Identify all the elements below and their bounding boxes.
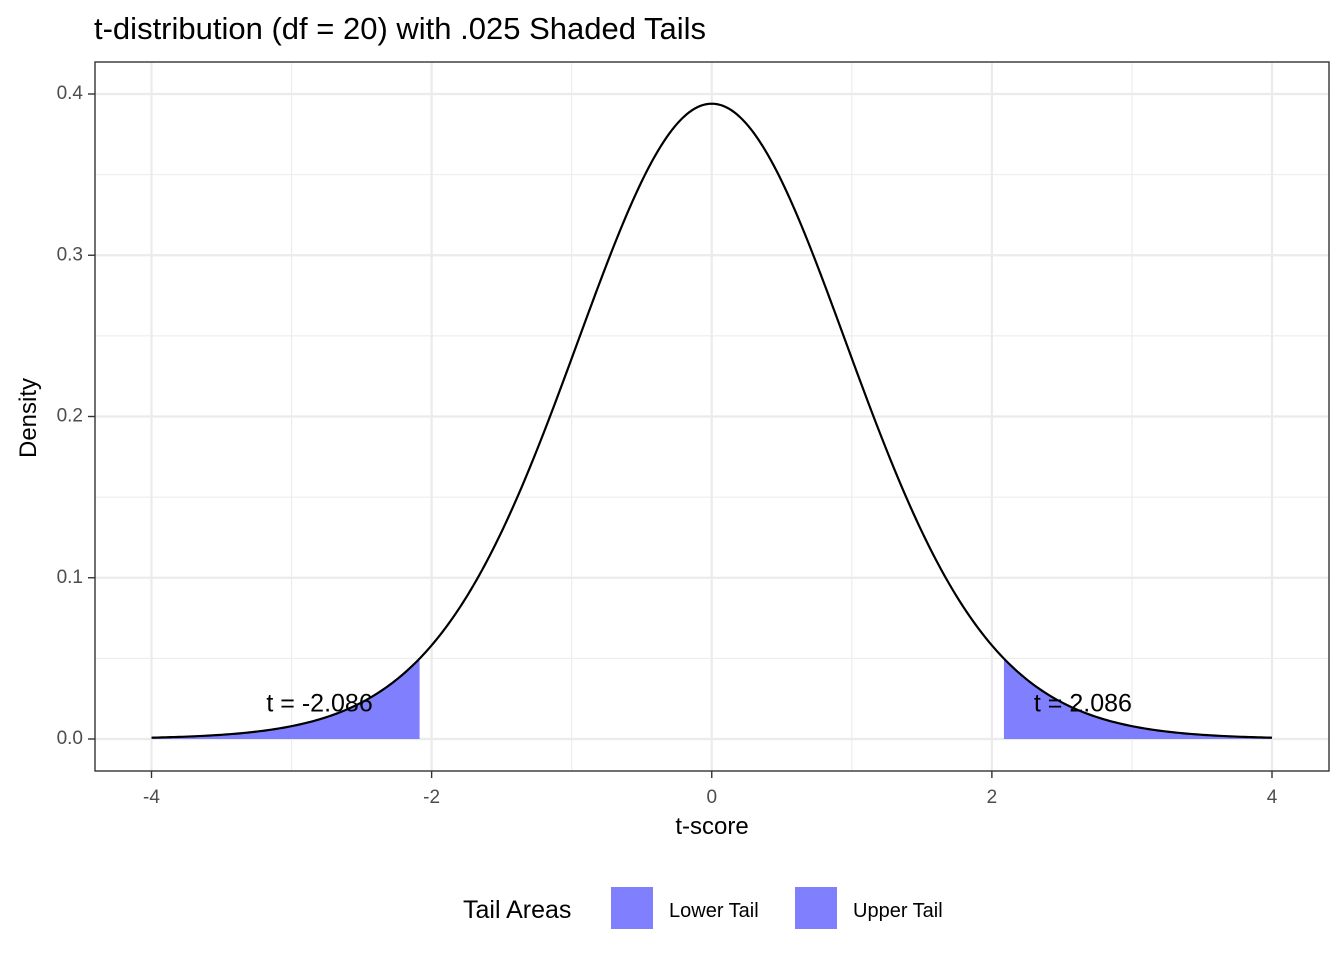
y-tick-label: 0.4 <box>57 83 84 104</box>
plot-area: t = -2.086 t = 2.086 -4 -2 0 2 4 0.0 0.1 0.2 0.3 0.… <box>57 61 1330 808</box>
x-tick-label: 2 <box>987 787 998 808</box>
legend-key-lower-tail <box>611 887 653 929</box>
x-axis-label: t-score <box>675 813 748 840</box>
legend-title: Tail Areas <box>463 896 571 924</box>
x-tick-label: 0 <box>706 787 717 808</box>
x-tick-label: -2 <box>423 787 440 808</box>
y-tick-label: 0.2 <box>57 406 83 427</box>
legend-label: Upper Tail <box>853 900 943 922</box>
y-tick-label: 0.0 <box>57 728 83 749</box>
chart-title: t-distribution (df = 20) with .025 Shade… <box>94 11 706 46</box>
critical-value-label: t = 2.086 <box>1034 690 1132 718</box>
critical-value-label: t = -2.086 <box>266 690 372 718</box>
legend-key-upper-tail <box>795 887 837 929</box>
legend: Tail Areas Lower Tail Upper Tail <box>463 887 943 929</box>
legend-label: Lower Tail <box>669 900 759 922</box>
upper-tail-area <box>1003 658 1272 739</box>
x-tick-label: 4 <box>1267 787 1278 808</box>
density-curve <box>151 102 1273 739</box>
y-tick-label: 0.3 <box>57 244 83 265</box>
x-tick-label: -4 <box>143 787 160 808</box>
y-tick-label: 0.1 <box>57 567 83 588</box>
lower-tail-area <box>151 658 420 739</box>
y-axis-label: Density <box>15 378 42 458</box>
